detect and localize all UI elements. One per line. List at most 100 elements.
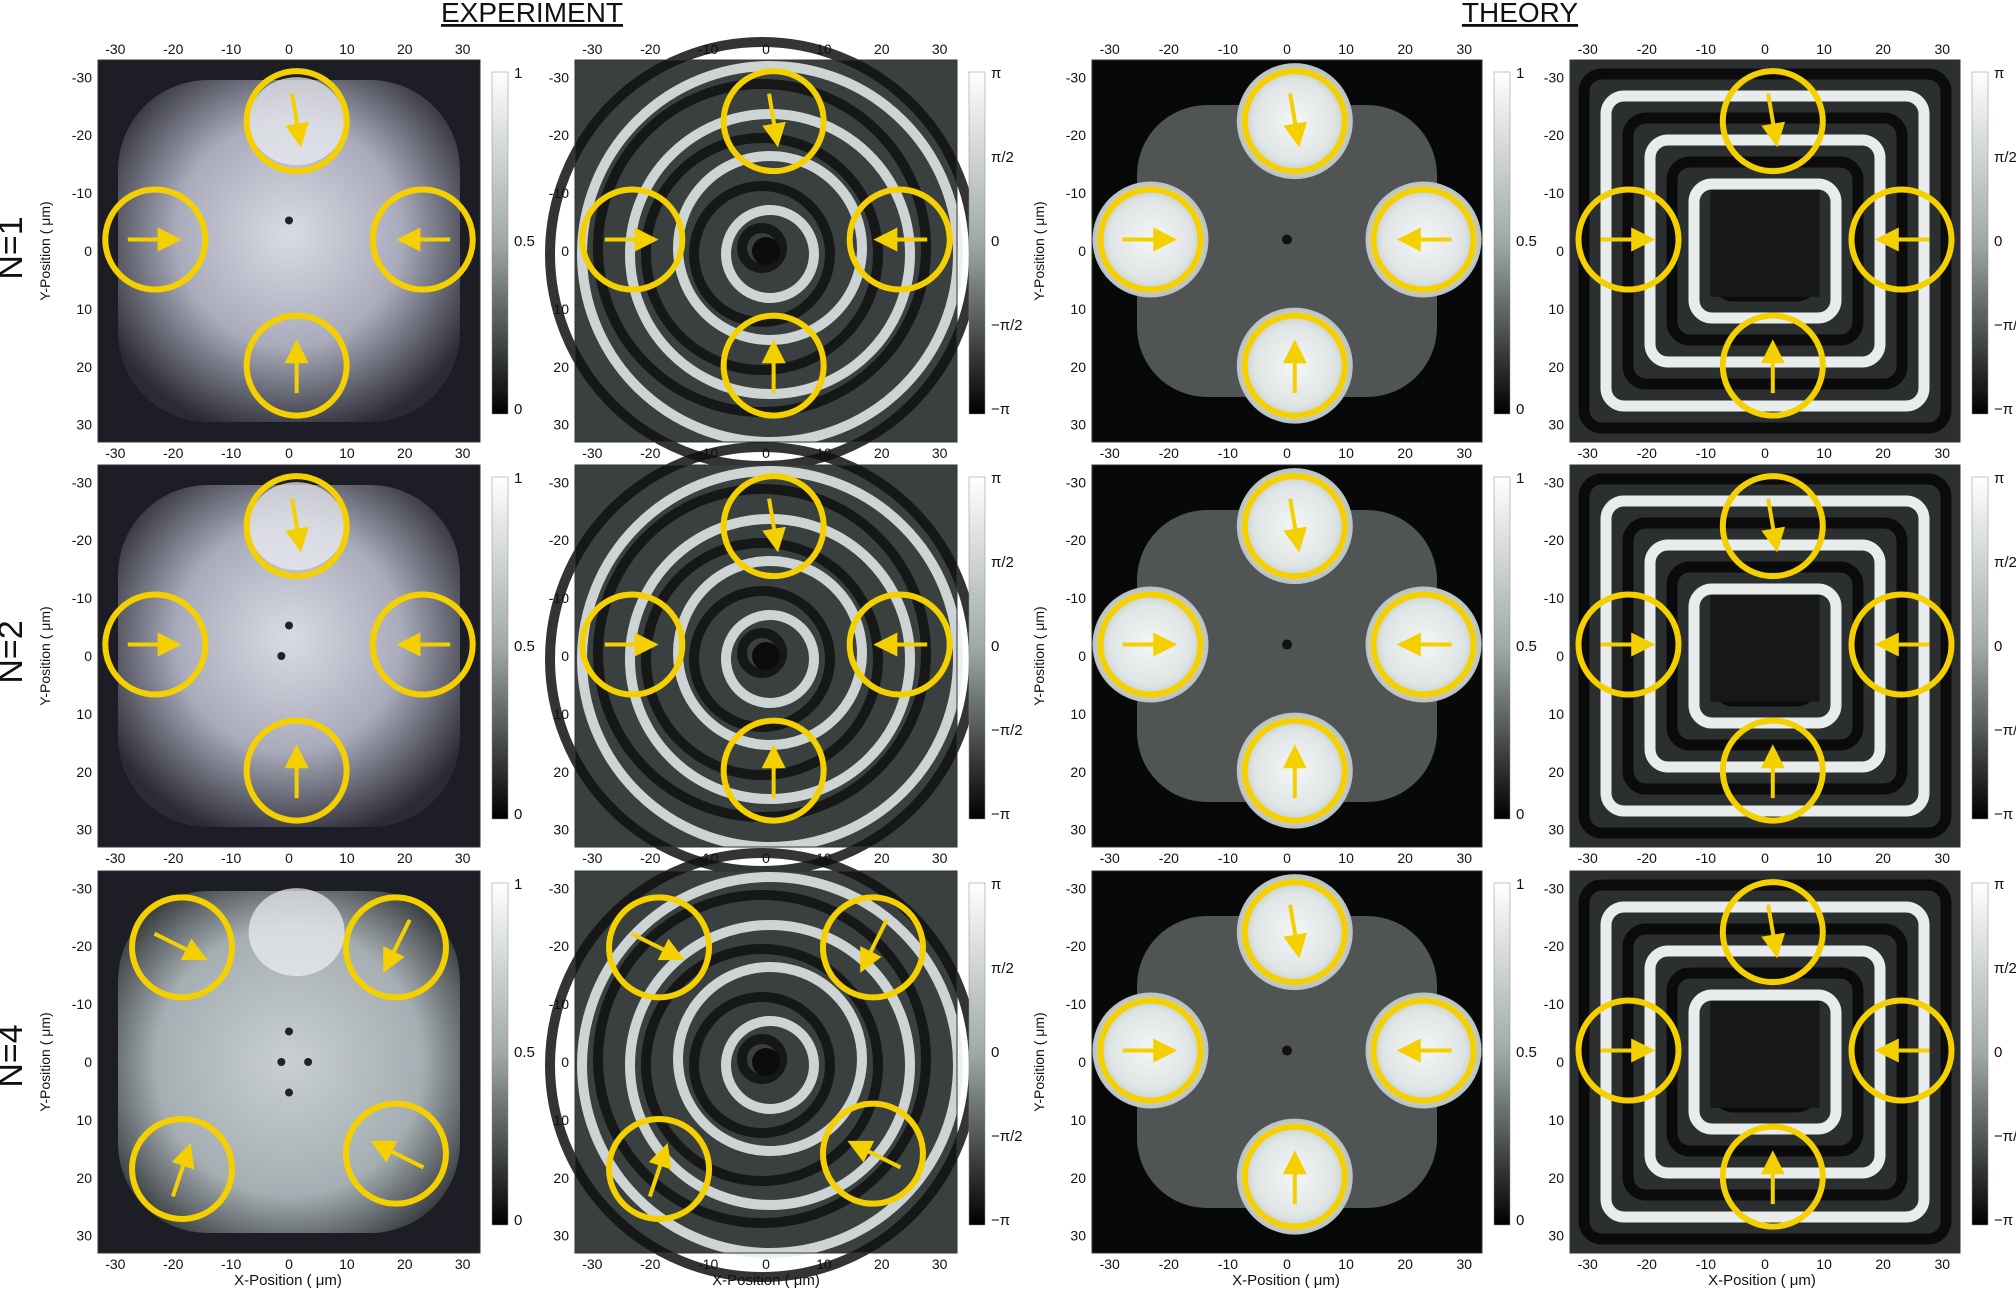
highlight-circle (846, 186, 953, 293)
highlight-circle (102, 186, 209, 293)
panel-theory-intensity-row3: -30-30-20-20-10-1000101020203030Y-Positi… (1031, 870, 1537, 1272)
colorbar-tick-label: π (991, 65, 1001, 82)
x-tick-label: 10 (339, 1256, 355, 1272)
y-tick-label: 0 (561, 243, 569, 259)
y-tick-label: 30 (553, 417, 569, 433)
highlight-circle (1719, 717, 1826, 824)
colorbar (491, 476, 509, 820)
phase-band (1622, 517, 1908, 795)
x-tick-label: 10 (816, 41, 832, 57)
y-tick-label: -10 (1544, 590, 1564, 606)
panel-frame (574, 59, 958, 443)
colorbar-tick-label: −π/2 (1994, 317, 2016, 334)
x-tick-label: -30 (1578, 850, 1598, 866)
flow-arrow (630, 931, 685, 961)
y-tick-label: -10 (72, 185, 92, 201)
colorbar (968, 882, 986, 1226)
colorbar (1971, 882, 1989, 1226)
y-tick-label: -30 (549, 69, 569, 85)
panel-theory-phase-row1: -30 -30 -30 -20 -20 -20 -10 -10 -10 0 0 0 10 10 10 20 20… (1544, 41, 2016, 461)
colorbar-tick-label: 0.5 (1516, 1044, 1537, 1061)
x-tick-label: -10 (221, 41, 241, 57)
x-tick-label: 10 (1338, 41, 1354, 57)
y-tick-label: 30 (553, 1228, 569, 1244)
panel-exp-intensity-row1: -30-30-30-20-20-20-10-10-100001010102020… (37, 41, 535, 461)
x-tick-label: 0 (1283, 41, 1291, 57)
colorbar-tick-label: 0 (991, 1044, 999, 1061)
x-tick-label: 20 (397, 1256, 413, 1272)
phase-ring (689, 586, 835, 732)
x-tick-label: -20 (640, 41, 660, 57)
colorbar-tick-label: 0 (1994, 638, 2002, 655)
highlight-circle (1719, 473, 1826, 580)
y-tick-label: 20 (1548, 764, 1564, 780)
colorbar-tick-label: π (1994, 470, 2004, 487)
flow-arrow (847, 1140, 902, 1170)
flow-arrow (1283, 93, 1308, 148)
x-tick-label: 30 (1456, 41, 1472, 57)
highlight-circle (1848, 997, 1955, 1104)
x-tick-label: 0 (285, 1256, 293, 1272)
cross-halo (1137, 916, 1437, 1208)
x-tick-label: 30 (932, 850, 948, 866)
y-tick-label: 0 (84, 1054, 92, 1070)
colorbar-tick-label: 0 (514, 401, 522, 418)
panel-frame (1091, 464, 1483, 848)
y-tick-label: 10 (553, 1112, 569, 1128)
x-tick-label: -10 (698, 41, 718, 57)
y-tick-label: 0 (1556, 243, 1564, 259)
highlight-circle (1241, 68, 1348, 175)
colorbar (1971, 71, 1989, 415)
x-tick-label: 20 (1875, 445, 1891, 461)
phase-core (752, 237, 780, 265)
highlight-circle (819, 1100, 926, 1207)
y-tick-label: -20 (72, 532, 92, 548)
highlight-circle (342, 894, 449, 1001)
y-axis-title: Y-Position ( μm) (37, 1012, 53, 1111)
phase-ring (593, 890, 931, 1228)
x-tick-label: 20 (874, 41, 890, 57)
phase-center (1710, 1000, 1820, 1108)
x-tick-label: -20 (640, 850, 660, 866)
colorbar (1493, 882, 1511, 1226)
x-tick-label: 30 (932, 41, 948, 57)
colorbar-tick-label: 0 (1994, 233, 2002, 250)
flow-arrow (285, 498, 309, 553)
y-tick-label: -30 (1066, 880, 1086, 896)
x-tick-label: 10 (339, 445, 355, 461)
vortex-core (277, 1058, 286, 1066)
colorbar-tick-label: −π/2 (991, 317, 1023, 334)
y-axis-title: Y-Position ( μm) (37, 606, 53, 705)
x-tick-label: 30 (1456, 445, 1472, 461)
colorbar-tick-label: −π (1994, 401, 2013, 418)
y-tick-label: 10 (76, 1112, 92, 1128)
highlight-circle (1575, 997, 1682, 1104)
highlight-circle (1575, 186, 1682, 293)
flow-arrow (1283, 904, 1308, 959)
highlight-circle (1370, 186, 1477, 293)
phase-core (752, 1048, 780, 1076)
highlight-circle (1097, 591, 1204, 698)
colorbar-tick-label: π/2 (991, 554, 1014, 571)
highlight-circle (606, 894, 713, 1001)
flow-arrow (762, 93, 786, 148)
y-tick-label: 20 (76, 359, 92, 375)
title-theory: THEORY (1462, 0, 1578, 28)
y-tick-label: -10 (1066, 590, 1086, 606)
y-tick-label: 10 (553, 706, 569, 722)
y-tick-label: -30 (549, 474, 569, 490)
highlight-circle (369, 186, 476, 293)
panel-exp-phase-row1: -30-30-30-20-20-20-10-10-100001010102020… (545, 37, 1023, 471)
y-tick-label: -10 (549, 996, 569, 1012)
colorbar (1493, 476, 1511, 820)
highlight-circle (342, 1100, 449, 1207)
row-label-n1: N=1 (0, 216, 30, 279)
highlight-circle (369, 591, 476, 698)
flow-arrow (860, 919, 889, 973)
y-tick-label: -30 (72, 880, 92, 896)
x-tick-label: 30 (932, 1256, 948, 1272)
x-tick-label: -30 (582, 1256, 602, 1272)
x-tick-label: 10 (1816, 41, 1832, 57)
highlight-circle (243, 717, 350, 824)
row-label-n2: N=2 (0, 620, 30, 683)
